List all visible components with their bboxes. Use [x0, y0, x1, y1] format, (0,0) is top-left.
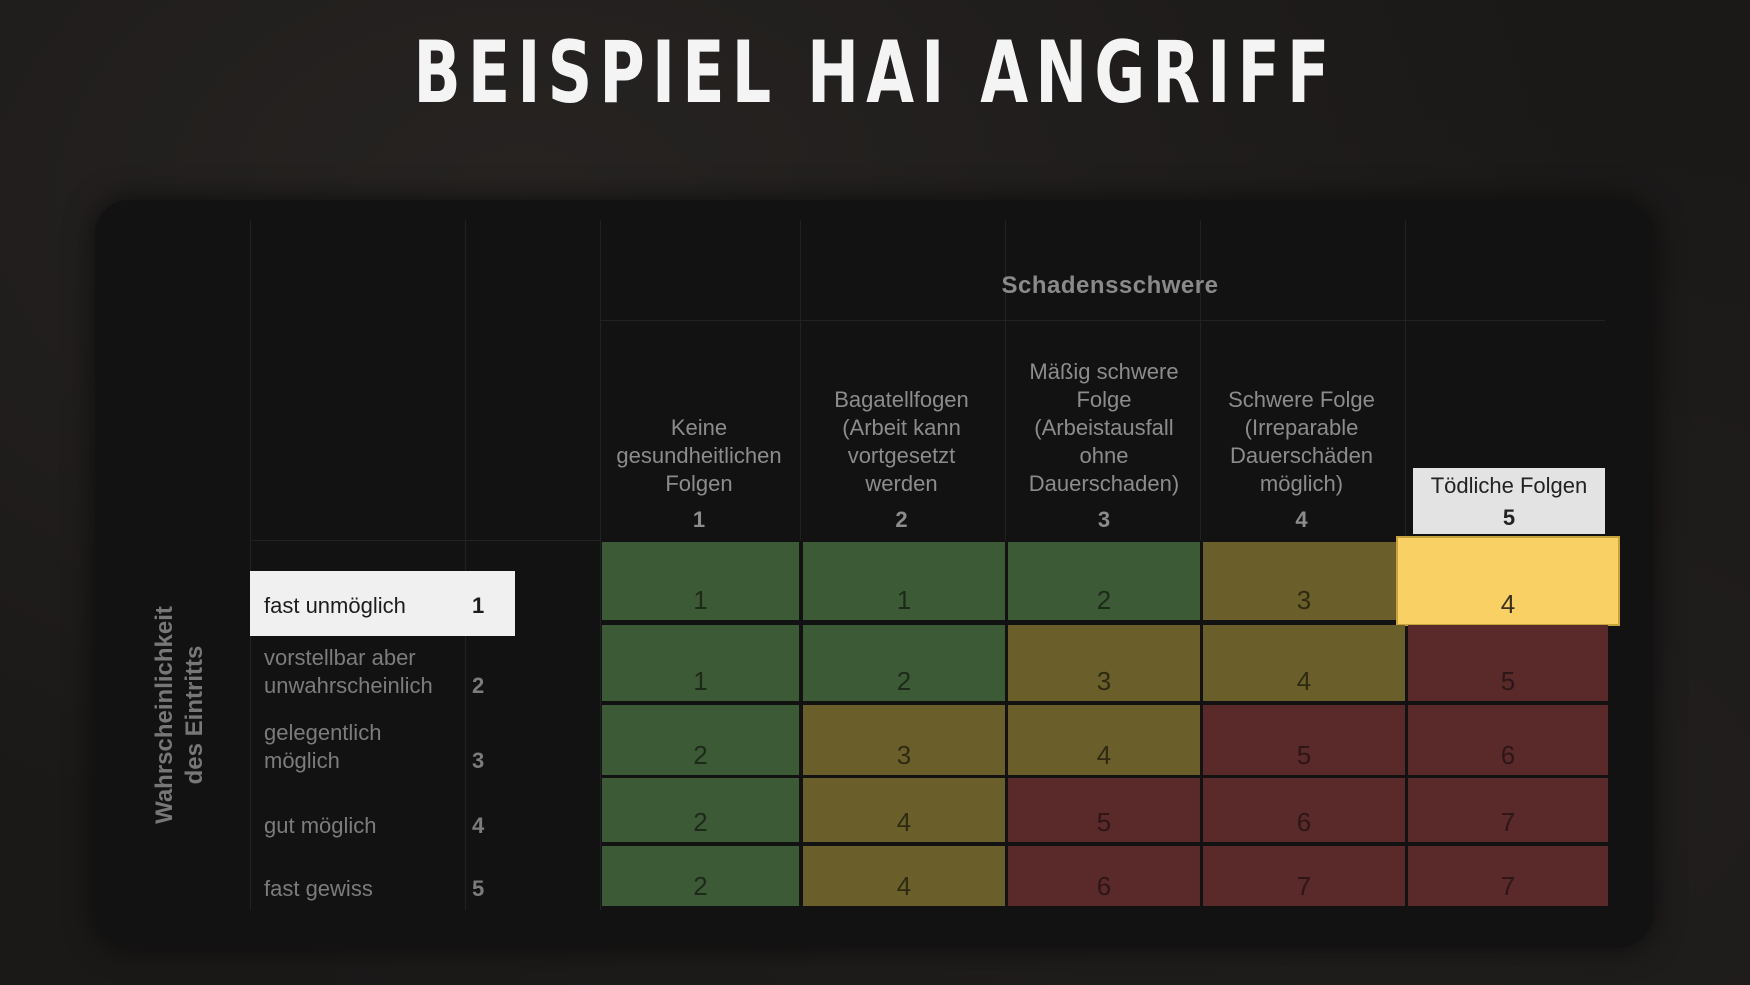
column-header-label-line: ohne: [1079, 443, 1129, 468]
column-header-label: Bagatellfogen (Arbeit kann vortgesetzt werd…: [803, 386, 1000, 498]
y-axis-label-line2: des Eintritts: [181, 645, 208, 785]
row-header-number: 3: [472, 748, 485, 773]
row-header-3: gelegentlich möglich 3: [250, 708, 515, 775]
matrix-cell-r3-c3: 4: [1008, 705, 1200, 775]
column-header-label-line: Tödliche Folgen: [1430, 473, 1588, 498]
matrix-cell-r2-c2: 2: [803, 625, 1005, 701]
row-header-label-line: vorstellbar aber: [264, 645, 416, 670]
column-header-label: Tödliche Folgen: [1413, 472, 1605, 500]
matrix-cell-r4-c2: 4: [803, 778, 1005, 842]
column-header-label-line: Schwere Folge: [1228, 387, 1375, 412]
row-header-label: gelegentlich möglich: [264, 719, 381, 775]
y-axis-label-line1: Wahrscheinlichkeit: [151, 606, 178, 824]
row-header-label-line: unwahrscheinlich: [264, 673, 433, 698]
y-axis-label: Wahrscheinlichkeit des Eintritts: [150, 580, 210, 850]
row-header-label-line: fast gewiss: [264, 876, 373, 901]
matrix-cell-r5-c1: 2: [602, 846, 799, 906]
matrix-cell-r3-c4: 5: [1203, 705, 1405, 775]
column-header-number: 3: [1097, 507, 1111, 532]
matrix-cell-r3-c2: 3: [803, 705, 1005, 775]
column-header-5: Tödliche Folgen 5: [1413, 468, 1605, 534]
column-header-label-line: vortgesetzt: [847, 443, 956, 468]
matrix-cell-r2-c4: 4: [1203, 625, 1405, 701]
matrix-cell-r1-c3: 2: [1008, 542, 1200, 620]
column-header-label: Keine gesundheitlichen Folgen: [603, 414, 795, 498]
matrix-cell-r5-c4: 7: [1203, 846, 1405, 906]
column-header-label-line: Bagatellfogen: [834, 387, 969, 412]
row-header-label-line: fast unmöglich: [264, 593, 406, 618]
row-header-label-line: gut möglich: [264, 813, 377, 838]
column-header-label-line: Folge: [1076, 387, 1132, 412]
matrix-cell-r4-c1: 2: [602, 778, 799, 842]
column-header-number: 4: [1295, 507, 1308, 532]
matrix-cell-r1-c4: 3: [1203, 542, 1405, 620]
matrix-cell-r5-c2: 4: [803, 846, 1005, 906]
row-header-label: fast unmöglich: [264, 592, 406, 620]
matrix-cell-r1-c2: 1: [803, 542, 1005, 620]
column-header-label-line: gesundheitlichen: [616, 443, 782, 468]
column-header-2: Bagatellfogen (Arbeit kann vortgesetzt werd…: [803, 340, 1000, 534]
column-header-label-line: Folgen: [665, 471, 733, 496]
column-header-label-line: werden: [865, 471, 938, 496]
column-header-1: Keine gesundheitlichen Folgen 1: [603, 340, 795, 534]
column-header-label-line: möglich): [1259, 471, 1344, 496]
column-header-label-line: Dauerschaden): [1028, 471, 1180, 496]
matrix-cell-r3-c1: 2: [602, 705, 799, 775]
column-header-label-line: (Arbeistausfall: [1034, 415, 1174, 440]
row-header-label-line: möglich: [264, 748, 340, 773]
row-header-number: 4: [472, 813, 485, 838]
row-header-label: fast gewiss: [264, 875, 373, 903]
matrix-cell-r1-c1: 1: [602, 542, 799, 620]
x-axis-label: Schadensschwere: [1001, 272, 1219, 299]
matrix-cell-r4-c5: 7: [1408, 778, 1608, 842]
column-header-label-line: Keine: [670, 415, 728, 440]
row-header-number: 2: [472, 673, 485, 698]
matrix-cell-r5-c5: 7: [1408, 846, 1608, 906]
matrix-cell-r2-c1: 1: [602, 625, 799, 701]
matrix-cell-r2-c3: 3: [1008, 625, 1200, 701]
row-header-number: 5: [472, 876, 485, 901]
column-header-number: 1: [692, 507, 706, 532]
matrix-cell-r3-c5: 6: [1408, 705, 1608, 775]
row-header-5: fast gewiss 5: [250, 843, 515, 903]
column-header-label-line: (Irreparable: [1244, 415, 1359, 440]
row-header-label-line: gelegentlich: [264, 720, 382, 745]
row-header-4: gut möglich 4: [250, 777, 515, 840]
page-title: BEISPIEL HAI ANGRIFF: [413, 23, 1337, 123]
matrix-cell-r4-c4: 6: [1203, 778, 1405, 842]
row-header-1: fast unmöglich 1: [250, 571, 515, 636]
column-header-label: Schwere Folge (Irreparable Dauerschäden mög…: [1203, 386, 1400, 498]
matrix-cell-r2-c5: 5: [1408, 625, 1608, 701]
column-header-label-line: (Arbeit kann: [842, 415, 961, 440]
column-header-label-line: Dauerschäden: [1229, 443, 1374, 468]
column-header-number: 5: [1502, 505, 1516, 530]
matrix-cell-r1-c5: 4: [1396, 536, 1620, 626]
column-header-4: Schwere Folge (Irreparable Dauerschäden mög…: [1203, 340, 1400, 534]
column-header-label-line: Mäßig schwere: [1029, 359, 1179, 384]
row-header-number: 1: [472, 593, 485, 618]
column-header-number: 2: [895, 507, 908, 532]
row-header-label: gut möglich: [264, 812, 377, 840]
row-header-2: vorstellbar aber unwahrscheinlich 2: [250, 632, 515, 700]
matrix-cell-r4-c3: 5: [1008, 778, 1200, 842]
column-header-label: Mäßig schwere Folge (Arbeistausfall ohne Dau…: [1008, 358, 1200, 498]
column-header-3: Mäßig schwere Folge (Arbeistausfall ohne Dau…: [1008, 340, 1200, 534]
matrix-cell-r5-c3: 6: [1008, 846, 1200, 906]
row-header-label: vorstellbar aber unwahrscheinlich: [264, 644, 433, 700]
